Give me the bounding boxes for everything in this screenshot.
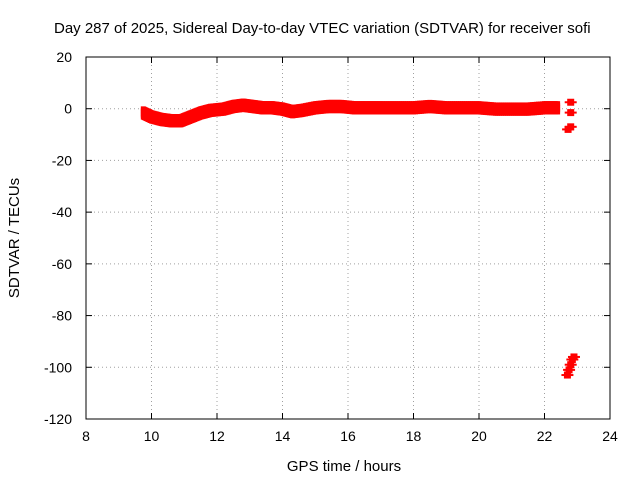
chart-title: Day 287 of 2025, Sidereal Day-to-day VTE… [54,20,591,37]
y-tick-label: 0 [64,101,72,117]
y-tick-label: -120 [44,411,72,427]
y-tick-label: -60 [52,256,72,272]
x-tick-label: 8 [82,428,90,444]
data-points [140,98,580,379]
y-tick-label: -20 [52,152,72,168]
x-tick-label: 24 [602,428,618,444]
axis-ticks: 8 10 12 14 16 18 20 22 24 20 0 -20 -40 -60 -80 -100 -120 [44,49,618,444]
x-tick-label: 14 [275,428,291,444]
x-axis-title: GPS time / hours [287,458,401,475]
x-tick-label: 18 [406,428,422,444]
y-tick-label: -40 [52,204,72,220]
y-axis-title: SDTVAR / TECUs [6,178,23,298]
x-tick-label: 22 [537,428,553,444]
y-tick-label: 20 [56,49,72,65]
y-tick-label: -80 [52,308,72,324]
grid [86,57,610,419]
y-tick-label: -100 [44,359,72,375]
x-tick-label: 16 [340,428,356,444]
x-tick-label: 20 [471,428,487,444]
x-tick-label: 10 [144,428,160,444]
x-tick-label: 12 [209,428,225,444]
data-point [555,101,561,107]
